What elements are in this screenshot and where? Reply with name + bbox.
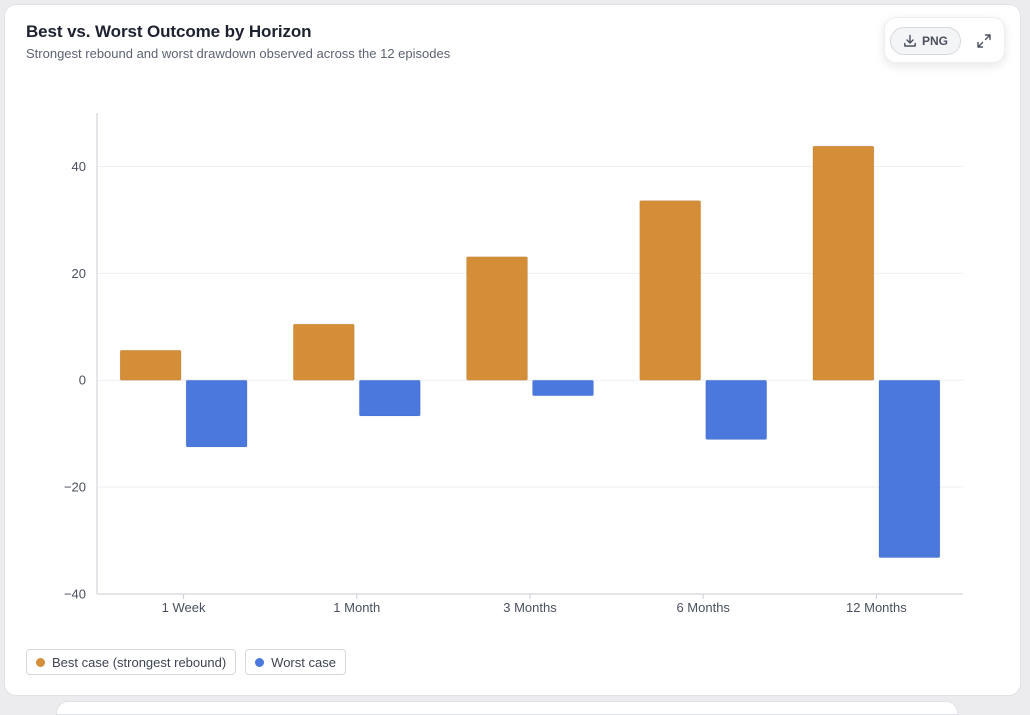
y-tick-label: −20 bbox=[64, 480, 86, 495]
bar-worst bbox=[185, 379, 248, 448]
legend-label-best: Best case (strongest rebound) bbox=[52, 654, 227, 670]
bar-best bbox=[639, 200, 702, 381]
expand-button[interactable] bbox=[973, 30, 995, 52]
bar-worst bbox=[358, 379, 421, 417]
chart-legend: Best case (strongest rebound) Worst case bbox=[26, 649, 346, 675]
legend-label-worst: Worst case bbox=[271, 654, 336, 670]
y-tick-label: 40 bbox=[72, 159, 86, 174]
chart-toolbar: PNG bbox=[884, 17, 1005, 63]
chart-subtitle: Strongest rebound and worst drawdown obs… bbox=[26, 46, 451, 61]
bar-best bbox=[119, 349, 182, 381]
x-tick-label: 12 Months bbox=[846, 600, 907, 615]
x-tick-label: 1 Week bbox=[162, 600, 206, 615]
legend-swatch-best bbox=[36, 657, 45, 667]
x-tick-label: 3 Months bbox=[503, 600, 557, 615]
bar-worst bbox=[878, 379, 941, 559]
legend-swatch-worst bbox=[255, 657, 265, 667]
bar-worst bbox=[532, 379, 594, 397]
x-tick-label: 1 Month bbox=[333, 600, 380, 615]
bar-worst bbox=[705, 379, 768, 441]
next-card-edge bbox=[56, 701, 958, 715]
bar-best bbox=[812, 145, 875, 381]
x-tick-label: 6 Months bbox=[676, 600, 730, 615]
export-png-label: PNG bbox=[921, 34, 948, 48]
bar-chart: −40 −20 0 20 40 1 Week 1 Month 3 Months 6 Months… bbox=[64, 113, 963, 615]
bar-best bbox=[292, 323, 355, 381]
download-icon bbox=[904, 34, 916, 47]
bar-best bbox=[466, 256, 528, 381]
chart-card: Best vs. Worst Outcome by Horizon Strong… bbox=[4, 4, 1021, 696]
legend-item-worst[interactable]: Worst case bbox=[245, 649, 346, 675]
expand-icon bbox=[977, 34, 991, 48]
y-tick-label: 20 bbox=[72, 266, 86, 281]
legend-item-best[interactable]: Best case (strongest rebound) bbox=[26, 649, 237, 675]
chart-title: Best vs. Worst Outcome by Horizon bbox=[26, 22, 312, 41]
y-tick-label: −40 bbox=[64, 587, 86, 602]
export-png-button[interactable]: PNG bbox=[890, 27, 961, 55]
y-tick-label: 0 bbox=[79, 373, 86, 388]
